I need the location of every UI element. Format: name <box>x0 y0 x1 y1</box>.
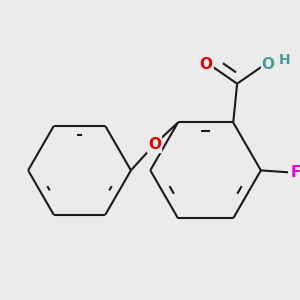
Text: F: F <box>291 165 300 180</box>
Text: O: O <box>148 137 161 152</box>
Text: O: O <box>262 57 275 72</box>
Text: H: H <box>279 53 290 68</box>
Text: O: O <box>200 57 213 72</box>
